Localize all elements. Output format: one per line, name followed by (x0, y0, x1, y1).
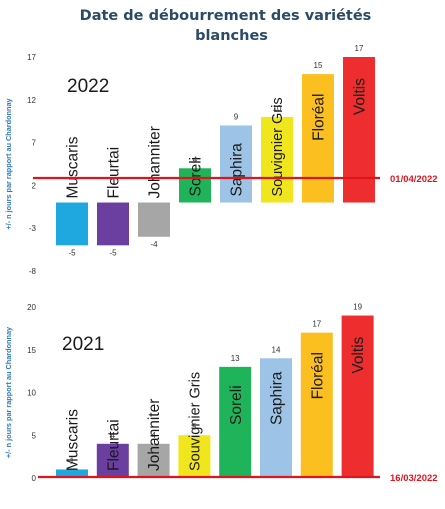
chart2-category-label: Soreli (228, 385, 245, 425)
chart1-category-label: Souvignier Gris (270, 97, 286, 196)
chart-title-line-1: Date de débourrement des variétés (79, 8, 372, 24)
chart1-bar (302, 74, 334, 203)
chart1-category-label: Johanniter (147, 126, 164, 198)
chart-title-line-2: blanches (195, 28, 268, 44)
chart2-bar (300, 332, 333, 477)
chart2-category-label: Souvignier Gris (188, 372, 204, 471)
chart2-bar (96, 443, 129, 477)
chart1-category-label: Floréal (311, 93, 328, 140)
chart1-value-label: 9 (234, 112, 239, 121)
chart1-category-label: Saphira (229, 143, 246, 197)
chart-title: Date de débourrement des variétés blanch… (0, 6, 445, 46)
chart2-y-axis-label: +/- n jours par rapport au Chardonnay (4, 326, 13, 458)
chart2-bar (260, 358, 292, 477)
chart1-reference-date-label: 01/04/2022 (390, 174, 438, 185)
chart2-reference-date-label: 16/03/2022 (390, 473, 438, 484)
chart1-value-label: -4 (150, 240, 158, 249)
chart1-value-label: 15 (314, 61, 323, 70)
chart2-value-label: 19 (353, 303, 362, 312)
chart2-y-tick-label: 20 (27, 303, 36, 312)
chart1-bar (220, 125, 252, 203)
chart2-bar (56, 469, 88, 477)
chart2-y-tick-label: 15 (27, 346, 36, 355)
chart1-bar (56, 202, 88, 246)
chart2-value-label: 14 (272, 345, 281, 354)
chart1-value-label: 17 (355, 44, 364, 53)
chart2-category-label: Fleurtai (105, 419, 122, 471)
chart2-category-label: Saphira (269, 371, 286, 425)
chart1-year-label: 2022 (67, 76, 109, 97)
chart2-value-label: 17 (312, 320, 321, 329)
chart2-year-label: 2021 (62, 334, 104, 355)
chart1-y-tick-label: -8 (29, 267, 37, 276)
chart1-y-axis-label: +/- n jours par rapport au Chardonnay (4, 97, 13, 229)
chart2-bar (341, 315, 374, 477)
chart1-bar (261, 116, 293, 203)
chart2-category-label: Floréal (309, 352, 326, 399)
chart1-category-label: Fleurtai (106, 147, 123, 199)
chart1-y-tick-label: 2 (32, 181, 37, 190)
chart2-y-tick-label: 5 (32, 431, 37, 440)
chart1-value-label: -5 (68, 248, 76, 257)
chart1-y-tick-label: 7 (32, 139, 37, 148)
chart1-value-label: 10 (273, 104, 282, 113)
chart1-bar (138, 202, 170, 237)
chart1-y-tick-label: 12 (27, 96, 36, 105)
chart1-bar (97, 202, 129, 246)
chart2-value-label: 1 (70, 456, 75, 465)
chart1-category-label: Soreli (188, 157, 205, 197)
chart2-value-label: 4 (151, 431, 156, 440)
chart1-bar (179, 168, 211, 203)
chart1-category-label: Voltis (352, 78, 369, 115)
chart2-bar (219, 366, 252, 477)
chart2-value-label: 5 (192, 422, 197, 431)
chart1-value-label: 4 (193, 155, 198, 164)
chart1-y-tick-label: -3 (29, 224, 37, 233)
chart1-category-label: Muscaris (65, 136, 82, 198)
chart2-category-label: Voltis (350, 336, 367, 373)
chart1-value-label: -5 (109, 248, 117, 257)
chart2-y-tick-label: 0 (32, 474, 37, 483)
chart2-y-tick-label: 10 (27, 389, 36, 398)
chart2-category-label: Muscaris (65, 409, 82, 471)
chart2-value-label: 4 (111, 431, 116, 440)
chart2-bar (178, 435, 211, 477)
chart1-y-tick-label: 17 (27, 53, 36, 62)
chart2-category-label: Johanniter (146, 399, 163, 471)
chart2-bar (137, 443, 170, 477)
chart2-value-label: 13 (231, 354, 240, 363)
